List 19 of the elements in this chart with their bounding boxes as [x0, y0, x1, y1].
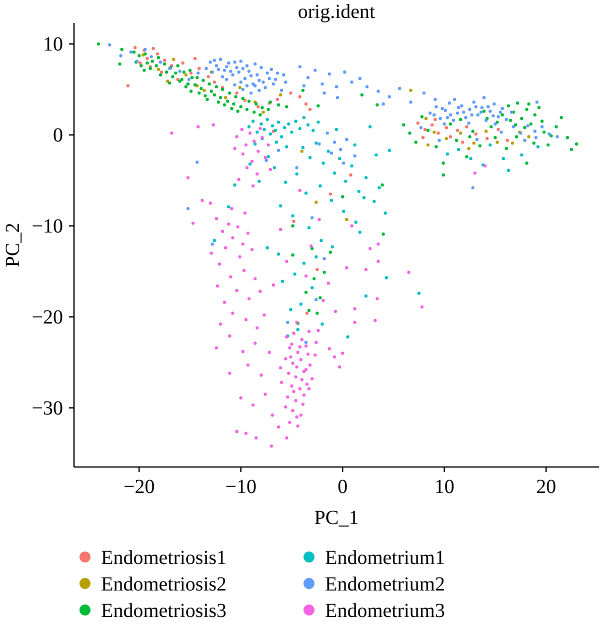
y-axis-title: PC_2 [2, 222, 24, 268]
legend-label: Endometrium3 [325, 600, 445, 622]
legend-label: Endometrium1 [325, 547, 445, 569]
x-tick-label: −10 [225, 476, 256, 498]
y-tick-label: −30 [32, 397, 63, 420]
x-tick-label: 20 [536, 476, 556, 498]
y-tick-label: 10 [43, 33, 63, 56]
y-tick-label: −20 [32, 306, 63, 328]
legend-label: Endometriosis1 [101, 547, 227, 569]
x-axis-title: PC_1 [314, 507, 359, 529]
x-tick-label: 0 [338, 476, 348, 498]
legend-label: Endometrium2 [325, 574, 445, 596]
chart-title: orig.ident [298, 1, 376, 23]
x-tick-label: −20 [123, 476, 155, 498]
x-tick-label: 10 [434, 476, 454, 498]
y-tick-label: 0 [53, 124, 63, 146]
legend-label: Endometriosis2 [101, 574, 227, 596]
y-tick-label: −10 [32, 215, 63, 238]
legend-label: Endometriosis3 [101, 600, 227, 622]
